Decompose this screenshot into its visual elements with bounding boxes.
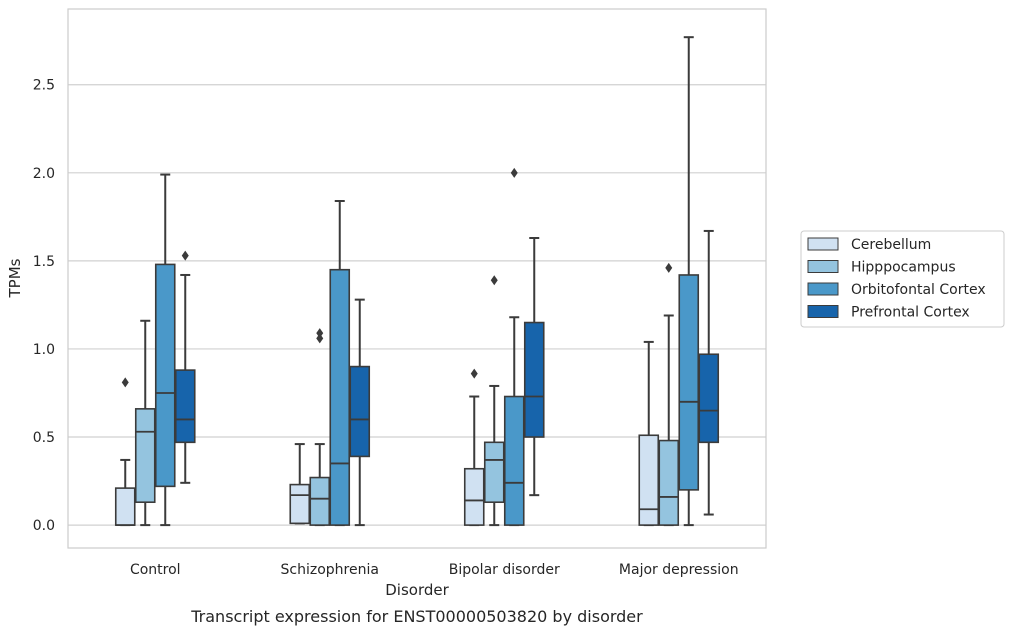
outlier-point [470, 368, 478, 379]
box-cerebellum [114, 377, 136, 527]
box-orbitofontal-cortex [678, 36, 700, 527]
box-cerebellum [638, 340, 660, 527]
box-hipppocampus [658, 262, 680, 527]
box-iqr [483, 441, 505, 504]
box-iqr [698, 353, 720, 444]
outlier-point [665, 262, 673, 273]
box-groups [114, 36, 720, 527]
box-iqr [638, 434, 660, 526]
box-orbitofontal-cortex [503, 167, 525, 527]
y-tick-label: 2.0 [33, 166, 55, 182]
y-axis-ticks: 0.0 0.5 1.0 1.5 2.0 2.5 [33, 78, 55, 534]
outlier-point [121, 377, 129, 388]
box-hipppocampus [309, 328, 331, 527]
legend-label: Orbitofontal Cortex [851, 282, 986, 298]
box-orbitofontal-cortex [154, 173, 176, 527]
box-iqr [309, 476, 331, 526]
box-iqr [523, 321, 545, 438]
legend-swatch [807, 260, 839, 273]
box-iqr [503, 395, 525, 526]
chart-caption: Transcript expression for ENST0000050382… [190, 607, 643, 626]
box-iqr [658, 439, 680, 526]
box-hipppocampus [134, 319, 156, 527]
box-iqr [134, 408, 156, 504]
outlier-point [181, 250, 189, 261]
box-prefrontal-cortex [523, 236, 545, 497]
x-tick-label: Control [130, 562, 181, 578]
legend-label: Cerebellum [851, 237, 931, 253]
box-prefrontal-cortex [698, 229, 720, 516]
box-hipppocampus [483, 275, 505, 527]
outlier-point [316, 328, 324, 339]
box-iqr [463, 467, 485, 526]
y-tick-label: 2.5 [33, 78, 55, 94]
box-prefrontal-cortex [174, 250, 196, 484]
y-tick-label: 1.5 [33, 254, 55, 270]
plot-frame [67, 8, 767, 549]
legend: Cerebellum Hipppocampus Orbitofontal Corte… [800, 230, 1005, 328]
legend-label: Hipppocampus [851, 260, 956, 276]
x-tick-label: Schizophrenia [281, 562, 379, 578]
legend-swatch [807, 282, 839, 296]
box-prefrontal-cortex [349, 298, 371, 527]
x-axis-ticks: Control Schizophrenia Bipolar disorder Majo… [130, 562, 739, 578]
box-cerebellum [289, 443, 311, 525]
box-iqr [154, 263, 176, 488]
box-iqr [349, 365, 371, 458]
box-orbitofontal-cortex [329, 199, 351, 527]
x-axis-label: Disorder [385, 581, 449, 599]
y-tick-label: 1.0 [33, 342, 55, 358]
box-cerebellum [463, 368, 485, 527]
x-tick-label: Major depression [619, 562, 739, 578]
outlier-point [510, 167, 518, 178]
box-iqr [174, 369, 196, 444]
box-iqr [289, 483, 311, 525]
legend-swatch [807, 237, 839, 251]
legend-frame [800, 230, 1005, 328]
y-tick-label: 0.0 [33, 518, 55, 534]
box-iqr [329, 268, 351, 526]
legend-label: Prefrontal Cortex [851, 305, 970, 321]
box-iqr [114, 487, 136, 526]
box-iqr [678, 274, 700, 491]
outlier-point [490, 275, 498, 286]
x-tick-label: Bipolar disorder [449, 562, 560, 578]
y-tick-label: 0.5 [33, 430, 55, 446]
y-axis-label: TPMs [6, 258, 24, 298]
outlier-point [316, 333, 324, 344]
legend-swatch [807, 305, 839, 318]
